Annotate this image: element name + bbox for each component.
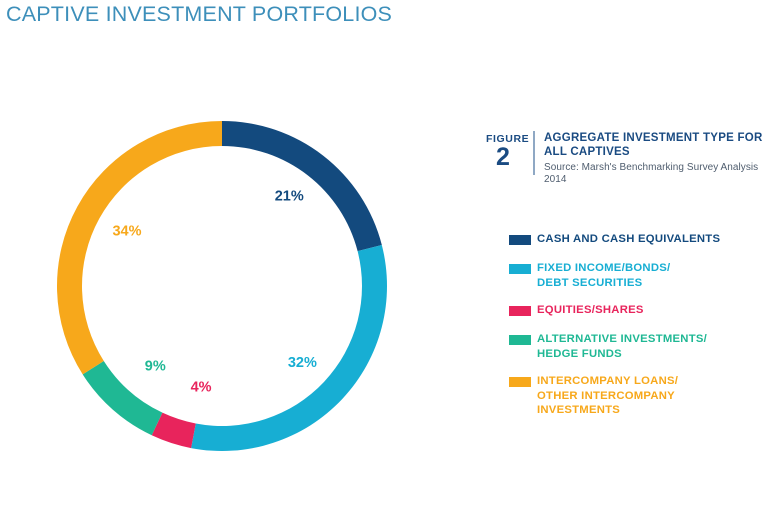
legend-item-label: FIXED INCOME/BONDS/ DEBT SECURITIES [537,262,671,289]
donut-slice-label: 34% [112,223,141,239]
figure-number: 2 [496,143,510,171]
legend-swatch-icon [509,335,531,345]
donut-slice[interactable] [56,120,223,375]
legend-item-label: CASH AND CASH EQUIVALENTS [537,233,721,245]
figure-divider [533,131,535,175]
donut-slice-label: 4% [191,379,212,395]
legend-item-label: EQUITIES/SHARES [537,304,644,316]
legend-item[interactable]: EQUITIES/SHARES [509,303,759,319]
legend-item[interactable]: FIXED INCOME/BONDS/ DEBT SECURITIES [509,261,759,290]
donut-chart-svg: 21% 32% 4% 9% 34% [56,120,387,451]
chart-legend: CASH AND CASH EQUIVALENTS FIXED INCOME/BO… [509,232,759,431]
legend-swatch-icon [509,306,531,316]
legend-swatch-icon [509,264,531,274]
figure-title: AGGREGATE INVESTMENT TYPE FOR ALL CAPTIV… [544,132,763,158]
legend-item[interactable]: ALTERNATIVE INVESTMENTS/ HEDGE FUNDS [509,332,759,361]
legend-item-label: ALTERNATIVE INVESTMENTS/ HEDGE FUNDS [537,333,708,360]
legend-item[interactable]: CASH AND CASH EQUIVALENTS [509,232,759,248]
donut-slice-label: 21% [275,189,304,205]
legend-swatch-icon [509,235,531,245]
legend-item-label: INTERCOMPANY LOANS/ OTHER INTERCOMPANY I… [537,375,679,416]
donut-slice[interactable] [151,412,196,449]
figure-source: Source: Marsh's Benchmarking Survey Anal… [544,162,759,185]
donut-slice[interactable] [222,121,382,252]
page-title: CAPTIVE INVESTMENT PORTFOLIOS [6,2,393,26]
donut-slice-label: 32% [288,355,317,371]
figure-word-label: FIGURE [486,133,530,145]
donut-chart: 21% 32% 4% 9% 34% [0,48,470,513]
donut-slice[interactable] [191,244,387,451]
donut-slice-label: 9% [145,359,166,375]
donut-slice[interactable] [82,361,163,436]
legend-swatch-icon [509,377,531,387]
legend-item[interactable]: INTERCOMPANY LOANS/ OTHER INTERCOMPANY I… [509,374,759,418]
